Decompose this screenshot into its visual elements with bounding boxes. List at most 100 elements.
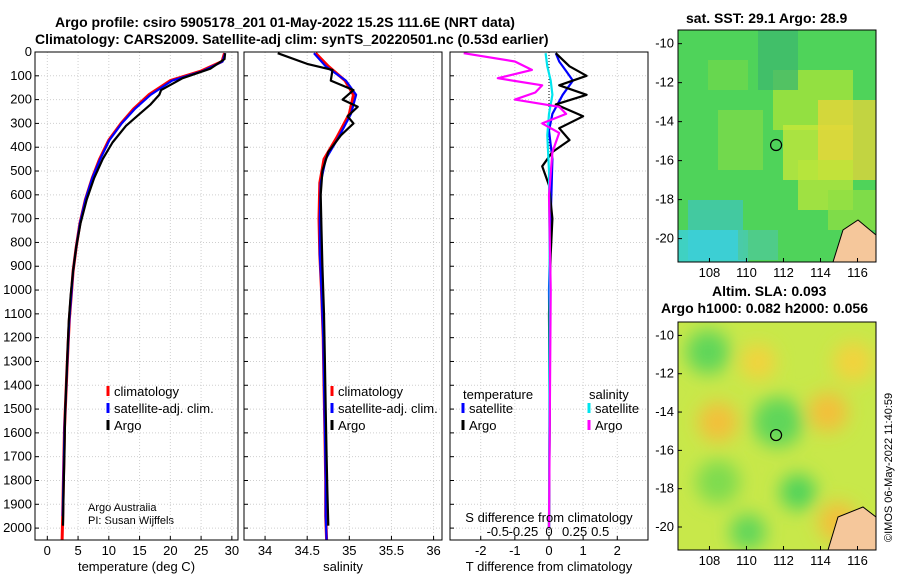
y-tick-label: 100 bbox=[10, 68, 32, 83]
x-tick-label: 20 bbox=[163, 543, 177, 558]
title-line-1: Argo profile: csiro 5905178_201 01-May-2… bbox=[55, 14, 515, 30]
y-tick-label: 1600 bbox=[3, 425, 32, 440]
lon-tick-label: 108 bbox=[699, 553, 721, 568]
x-axis-label: T difference from climatology bbox=[466, 559, 633, 574]
sst-patch bbox=[758, 30, 798, 90]
legend-salinity: climatology satellite-adj. clim. Argo bbox=[330, 384, 438, 433]
lat-tick-label: -20 bbox=[655, 519, 674, 534]
map-frame bbox=[677, 321, 877, 551]
legend-label: satellite-adj. clim. bbox=[114, 401, 214, 416]
y-tick-label: 600 bbox=[10, 187, 32, 202]
plot-diff: -2 -1 0 1 2T difference from climatology temp… bbox=[449, 51, 649, 574]
x-tick-label: 2 bbox=[614, 543, 621, 558]
series-line-argo bbox=[277, 52, 359, 526]
x-tick-label: 0 bbox=[545, 543, 552, 558]
axes-box-sal bbox=[243, 51, 443, 541]
y-tick-label: 800 bbox=[10, 234, 32, 249]
x-tick-label: 35 bbox=[342, 543, 356, 558]
sst-patch bbox=[828, 190, 876, 230]
plot-temp: 0 5 10 15 20 25 300100200300400500600700800900… bbox=[3, 44, 239, 574]
s-diff-tick-label: 0.25 bbox=[562, 524, 587, 539]
sla-blob bbox=[696, 460, 740, 504]
lat-tick-label: -18 bbox=[655, 192, 674, 207]
coastline bbox=[827, 506, 876, 550]
legend-title: temperature bbox=[463, 387, 533, 402]
x-tick-label: 1 bbox=[580, 543, 587, 558]
grid-temp bbox=[35, 51, 238, 540]
lat-tick-label: -10 bbox=[655, 36, 674, 51]
legend-label: climatology bbox=[338, 384, 404, 399]
sst-patch bbox=[708, 60, 748, 90]
sla-blob bbox=[686, 330, 730, 374]
y-tick-label: 1900 bbox=[3, 496, 32, 511]
map-sst: 108 110 112 114 116 -10 -12 -14 -16 -18 -20 bbox=[655, 29, 877, 280]
y-tick-label: 700 bbox=[10, 211, 32, 226]
credit-line-2: PI: Susan Wijffels bbox=[88, 515, 174, 527]
map-field-sst bbox=[678, 30, 876, 262]
sla-blob bbox=[808, 392, 848, 432]
s-diff-tick-label: 0 bbox=[545, 524, 552, 539]
y-tick-label: 300 bbox=[10, 115, 32, 130]
legend-label: satellite bbox=[469, 401, 513, 416]
x-tick-label: 25 bbox=[194, 543, 208, 558]
y-tick-label: 1700 bbox=[3, 449, 32, 464]
sst-patch bbox=[718, 110, 763, 170]
legend-label: satellite-adj. clim. bbox=[338, 401, 438, 416]
x-tick-label: 10 bbox=[102, 543, 116, 558]
plot-sal: 34 34.5 35 35.5 36 salinity climatology satelli… bbox=[243, 51, 443, 574]
lon-tick-label: 110 bbox=[736, 265, 757, 280]
lon-tick-label: 116 bbox=[847, 265, 868, 280]
sla-blob bbox=[833, 342, 873, 382]
coastline bbox=[832, 219, 876, 262]
x-tick-label: 34 bbox=[258, 543, 272, 558]
sla-blob bbox=[753, 397, 803, 447]
x-tick-label: 0 bbox=[44, 543, 51, 558]
lon-tick-label: 114 bbox=[810, 553, 831, 568]
y-tick-label: 400 bbox=[10, 139, 32, 154]
series-line-climatology bbox=[60, 52, 226, 540]
map-frame bbox=[677, 29, 877, 263]
lat-tick-label: -16 bbox=[655, 153, 674, 168]
y-tick-label: 1300 bbox=[3, 353, 32, 368]
x-tick-label: -1 bbox=[509, 543, 521, 558]
sla-blob bbox=[698, 402, 738, 442]
s-diff-axis-label: S difference from climatology bbox=[465, 510, 633, 525]
sla-blob bbox=[740, 344, 776, 380]
lon-tick-label: 110 bbox=[736, 553, 757, 568]
legend-label: satellite bbox=[595, 401, 639, 416]
legend-label: Argo bbox=[469, 418, 496, 433]
lon-tick-label: 112 bbox=[773, 553, 794, 568]
sst-patch bbox=[678, 230, 748, 262]
y-tick-label: 1100 bbox=[4, 306, 32, 321]
map-sla: 108 110 112 114 116 -10 -12 -14 -16 -18 -20 bbox=[655, 321, 877, 568]
y-tick-label: 2000 bbox=[3, 520, 32, 535]
lat-tick-label: -12 bbox=[655, 75, 674, 90]
lat-tick-label: -10 bbox=[655, 327, 674, 342]
x-tick-label: 34.5 bbox=[295, 543, 320, 558]
s-diff-tick-label: 0.5 bbox=[591, 524, 609, 539]
y-tick-label: 900 bbox=[10, 258, 32, 273]
map-field-sla bbox=[678, 322, 876, 550]
lon-tick-label: 114 bbox=[810, 265, 831, 280]
y-tick-label: 1800 bbox=[3, 472, 32, 487]
x-tick-label: 35.5 bbox=[379, 543, 404, 558]
y-tick-label: 0 bbox=[25, 44, 32, 59]
sla-blob bbox=[780, 474, 816, 510]
legend-label: Argo bbox=[595, 418, 622, 433]
lon-tick-label: 108 bbox=[699, 265, 721, 280]
lon-tick-label: 112 bbox=[773, 265, 794, 280]
series-line-argo bbox=[61, 53, 227, 526]
series-line-satellite-adj-clim- bbox=[61, 52, 227, 517]
lat-tick-label: -12 bbox=[655, 366, 674, 381]
legend-label: climatology bbox=[114, 384, 180, 399]
y-tick-label: 1400 bbox=[3, 377, 32, 392]
y-tick-label: 200 bbox=[10, 92, 32, 107]
lon-tick-label: 116 bbox=[847, 553, 868, 568]
lat-tick-label: -14 bbox=[655, 404, 674, 419]
series-sal bbox=[277, 52, 359, 540]
sla-map-title-1: Altim. SLA: 0.093 bbox=[712, 283, 827, 299]
series-temp bbox=[60, 52, 227, 540]
